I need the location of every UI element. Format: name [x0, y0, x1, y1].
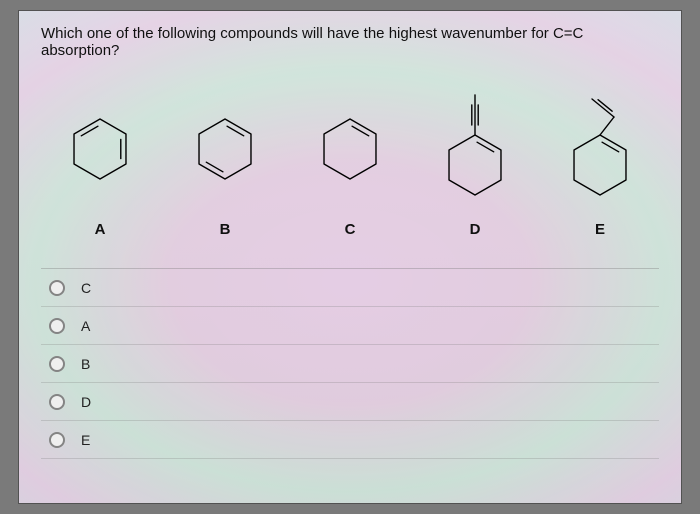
radio-icon[interactable] — [49, 432, 65, 448]
radio-icon[interactable] — [49, 394, 65, 410]
structure-label: E — [595, 221, 605, 238]
option-row-c[interactable]: C — [41, 269, 659, 307]
structure-e: E — [545, 77, 655, 238]
answer-options: C A B D E — [41, 268, 659, 459]
option-row-e[interactable]: E — [41, 421, 659, 459]
structure-label: B — [220, 221, 231, 238]
structures-row: A B C D E — [41, 77, 659, 238]
radio-icon[interactable] — [49, 280, 65, 296]
structure-label: D — [470, 221, 481, 238]
option-label: A — [81, 318, 90, 334]
option-label: D — [81, 394, 91, 410]
structure-label: C — [345, 221, 356, 238]
radio-icon[interactable] — [49, 318, 65, 334]
structure-c: C — [295, 77, 405, 238]
structure-d: D — [420, 77, 530, 238]
option-label: B — [81, 356, 90, 372]
question-text: Which one of the following compounds wil… — [41, 25, 659, 59]
option-label: E — [81, 432, 90, 448]
structure-a: A — [45, 77, 155, 238]
option-label: C — [81, 280, 91, 296]
radio-icon[interactable] — [49, 356, 65, 372]
quiz-panel: Which one of the following compounds wil… — [18, 10, 682, 504]
structure-b: B — [170, 77, 280, 238]
structure-label: A — [95, 221, 106, 238]
option-row-b[interactable]: B — [41, 345, 659, 383]
option-row-d[interactable]: D — [41, 383, 659, 421]
option-row-a[interactable]: A — [41, 307, 659, 345]
